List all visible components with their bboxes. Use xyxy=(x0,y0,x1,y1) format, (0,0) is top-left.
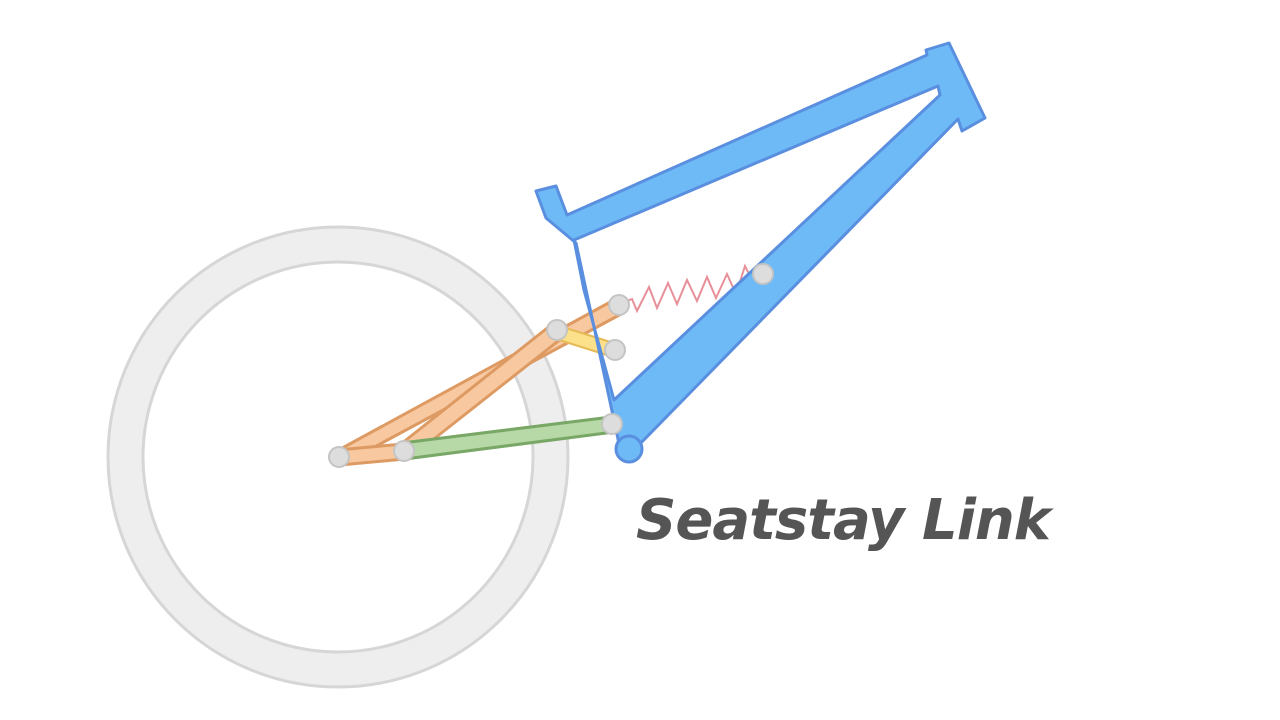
pivot-rear-axle xyxy=(328,446,350,468)
rear-wheel xyxy=(106,225,570,689)
rear-wheel-tire xyxy=(106,225,570,689)
pivot-shock-upper xyxy=(752,263,774,285)
frame-pivot-bb xyxy=(614,434,644,464)
pivot-chainstay-rear xyxy=(393,440,415,462)
pivot-chainstay-front xyxy=(601,413,623,435)
pivot-rocker-frame xyxy=(604,339,626,361)
main-frame xyxy=(534,41,987,464)
frame-body xyxy=(534,41,987,455)
pivot-seatstay-link xyxy=(546,319,568,341)
diagram-caption: Seatstay Link xyxy=(636,488,1051,553)
pivot-points xyxy=(328,263,774,468)
pivot-shock-lower xyxy=(608,294,630,316)
